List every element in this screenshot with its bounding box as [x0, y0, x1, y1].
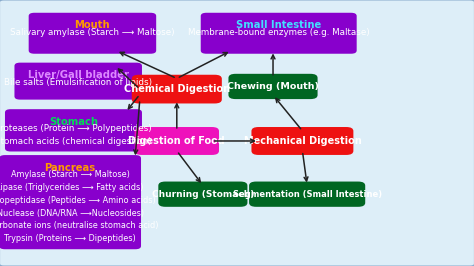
Text: Bile salts (Emulsification of lipids): Bile salts (Emulsification of lipids)	[4, 78, 152, 86]
Text: Membrane-bound enzymes (e.g. Maltase): Membrane-bound enzymes (e.g. Maltase)	[188, 28, 370, 37]
Text: Salivary amylase (Starch ⟶ Maltose): Salivary amylase (Starch ⟶ Maltose)	[10, 28, 175, 37]
FancyBboxPatch shape	[228, 74, 318, 99]
Text: Small Intestine: Small Intestine	[236, 20, 321, 30]
Text: Liver/Gall bladder: Liver/Gall bladder	[27, 70, 129, 80]
Text: Digestion of Food: Digestion of Food	[128, 136, 225, 146]
FancyBboxPatch shape	[201, 13, 356, 54]
Text: Mouth: Mouth	[74, 20, 110, 30]
FancyBboxPatch shape	[132, 75, 222, 103]
FancyBboxPatch shape	[251, 127, 353, 155]
Text: Amylase (Starch ⟶ Maltose): Amylase (Starch ⟶ Maltose)	[11, 170, 129, 179]
Text: Chemical Digestion: Chemical Digestion	[124, 84, 230, 94]
FancyBboxPatch shape	[135, 127, 219, 155]
FancyBboxPatch shape	[158, 182, 247, 207]
FancyBboxPatch shape	[29, 13, 156, 54]
FancyBboxPatch shape	[15, 63, 142, 100]
Text: Churning (Stomach): Churning (Stomach)	[152, 190, 254, 199]
Text: Pancreas: Pancreas	[45, 163, 96, 173]
Text: Bicarbonate ions (neutralise stomach acid): Bicarbonate ions (neutralise stomach aci…	[0, 221, 158, 230]
Text: Nuclease (DNA/RNA ⟶Nucleosides): Nuclease (DNA/RNA ⟶Nucleosides)	[0, 209, 144, 218]
FancyBboxPatch shape	[249, 182, 365, 207]
FancyBboxPatch shape	[0, 155, 141, 249]
Text: Stomach acids (chemical digestion): Stomach acids (chemical digestion)	[0, 137, 152, 146]
Text: Chewing (Mouth): Chewing (Mouth)	[227, 82, 319, 91]
Text: Stomach: Stomach	[49, 117, 98, 127]
Text: Mechanical Digestion: Mechanical Digestion	[244, 136, 361, 146]
Text: Lipase (Triglycerides ⟶ Fatty acids): Lipase (Triglycerides ⟶ Fatty acids)	[0, 183, 144, 192]
Text: Trypsin (Proteins ⟶ Dipeptides): Trypsin (Proteins ⟶ Dipeptides)	[4, 234, 136, 243]
Text: Proteases (Protein ⟶ Polypeptides): Proteases (Protein ⟶ Polypeptides)	[0, 124, 152, 133]
Text: Endopeptidase (Peptides ⟶ Amino acids): Endopeptidase (Peptides ⟶ Amino acids)	[0, 196, 156, 205]
FancyBboxPatch shape	[5, 109, 142, 152]
Text: Segmentation (Small Intestine): Segmentation (Small Intestine)	[233, 190, 382, 199]
